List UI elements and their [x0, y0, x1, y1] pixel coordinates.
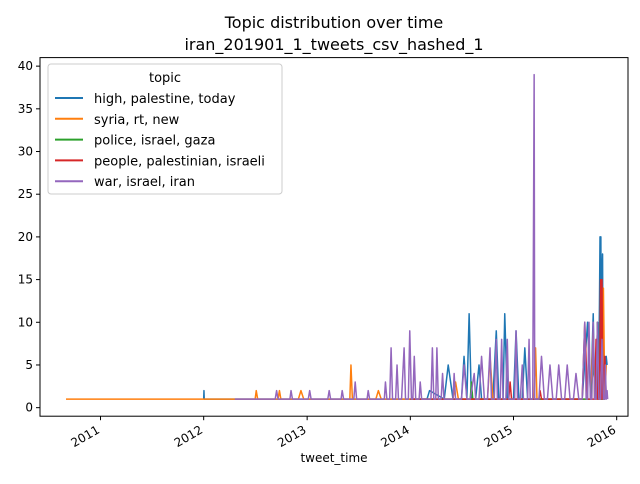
y-tick-label: 35	[18, 102, 33, 116]
x-axis-label: tweet_time	[300, 451, 367, 465]
y-axis-ticks: 0 5 10 15 20 25 30 35 40	[18, 59, 40, 415]
y-tick-label: 20	[18, 230, 33, 244]
legend: topic high, palestine, today syria, rt, n…	[47, 63, 283, 195]
chart-title-line2: iran_201901_1_tweets_csv_hashed_1	[184, 35, 483, 55]
plot-series	[66, 73, 609, 400]
legend-entry-label: war, israel, iran	[94, 175, 195, 190]
plot-area-frame	[39, 57, 629, 417]
y-tick-label: 10	[18, 315, 33, 329]
y-tick-label: 15	[18, 273, 33, 287]
legend-entry-label: high, palestine, today	[94, 92, 236, 107]
series-line-5	[234, 73, 609, 400]
legend-title: topic	[149, 71, 181, 86]
legend-entry-label: syria, rt, new	[94, 113, 180, 128]
legend-entry-label: people, palestinian, israeli	[94, 154, 265, 169]
chart-title-line1: Topic distribution over time	[224, 13, 444, 32]
legend-box	[47, 63, 283, 195]
legend-entry-label: police, israel, gaza	[94, 134, 215, 149]
y-tick-label: 25	[18, 187, 33, 201]
y-tick-label: 5	[25, 358, 33, 372]
legend-entries: high, palestine, today syria, rt, new poli…	[55, 92, 265, 190]
y-tick-label: 30	[18, 145, 33, 159]
y-tick-label: 40	[18, 59, 33, 73]
y-tick-label: 0	[25, 401, 33, 415]
